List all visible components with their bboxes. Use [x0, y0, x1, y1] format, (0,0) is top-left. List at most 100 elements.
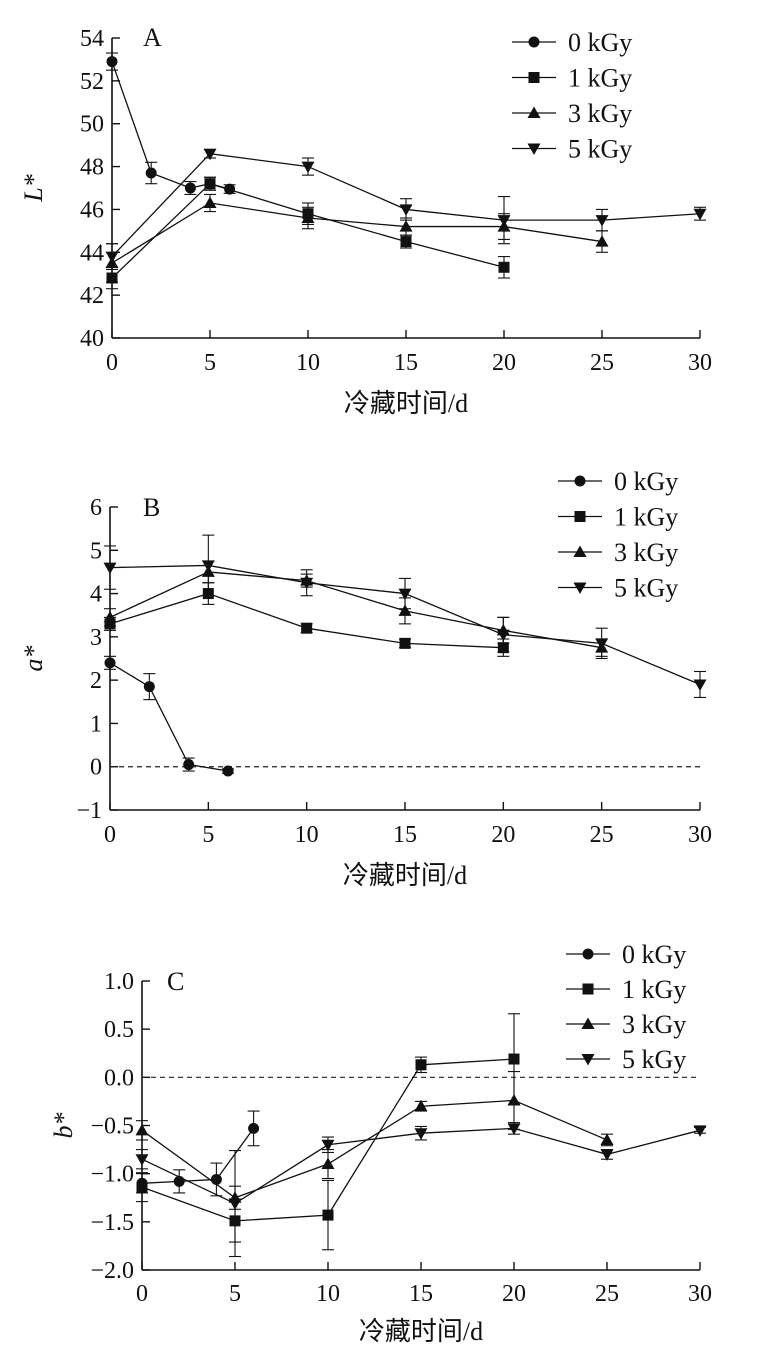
- legend-item-5-kgy: 5 kGy: [512, 135, 632, 164]
- y-tick-label: −1.5: [90, 1210, 134, 1236]
- data-point: [228, 1198, 242, 1211]
- data-point: [300, 577, 314, 590]
- data-point: [693, 679, 707, 691]
- data-point: [398, 588, 412, 601]
- legend-item-3-kgy: 3 kGy: [566, 1010, 686, 1039]
- y-tick-label: 5: [90, 538, 102, 564]
- series-line: [109, 662, 229, 772]
- legend-marker: [528, 36, 540, 48]
- data-point: [135, 1123, 149, 1136]
- data-point: [400, 236, 412, 248]
- data-point: [497, 215, 511, 227]
- x-tick-label: 30: [688, 350, 712, 376]
- series-1-kgy: [106, 176, 510, 290]
- legend-label: 5 kGy: [622, 1045, 686, 1074]
- series-line: [141, 1128, 255, 1184]
- x-tick-label: 5: [204, 350, 216, 376]
- legend-item-1-kgy: 1 kGy: [512, 64, 632, 93]
- series-line: [109, 571, 602, 649]
- series-line: [111, 61, 230, 190]
- y-tick-label: 52: [80, 69, 104, 95]
- data-point: [498, 261, 510, 273]
- y-tick-label: 42: [80, 283, 104, 309]
- y-tick-label: 2: [90, 668, 102, 694]
- series-5-kgy: [103, 534, 707, 699]
- y-tick-label: 4: [90, 582, 102, 608]
- y-tick-label: 50: [80, 112, 104, 138]
- legend-marker: [582, 983, 594, 995]
- legend-label: 3 kGy: [568, 99, 632, 128]
- legend-item-1-kgy: 1 kGy: [558, 503, 678, 532]
- data-point: [693, 1125, 707, 1137]
- legend-marker: [581, 1054, 595, 1066]
- y-tick-label: −1.0: [90, 1162, 134, 1188]
- panel-letter: C: [167, 967, 184, 996]
- chart-panel-a: 40 42 44 46 48 50 52 54 0 5 10 15 20 25 30 冷藏时间/d L* A 0 k…: [19, 23, 712, 418]
- series-line: [109, 592, 504, 649]
- x-tick-label: 10: [316, 1281, 340, 1307]
- series-5-kgy: [135, 1122, 707, 1258]
- legend-item-5-kgy: 5 kGy: [558, 574, 678, 603]
- x-axis-title: 冷藏时间/d: [344, 389, 468, 418]
- data-point: [508, 1053, 520, 1065]
- series-line: [111, 202, 603, 264]
- series-0-kgy: [136, 1110, 260, 1197]
- data-point: [248, 1122, 260, 1134]
- data-point: [399, 637, 411, 649]
- legend: 0 kGy 1 kGy 3 kGy 5 kGy: [512, 28, 632, 164]
- x-tick-label: 0: [106, 350, 118, 376]
- y-tick-label: 48: [80, 155, 104, 181]
- legend-marker: [581, 1017, 595, 1029]
- panel-letter: A: [143, 23, 162, 52]
- data-point: [136, 1181, 148, 1193]
- data-point: [600, 1133, 614, 1145]
- x-tick-label: 0: [136, 1281, 148, 1307]
- legend-label: 0 kGy: [614, 467, 678, 496]
- data-point: [203, 196, 217, 208]
- legend-label: 3 kGy: [622, 1010, 686, 1039]
- legend-marker: [573, 545, 587, 557]
- series-5-kgy: [105, 148, 707, 270]
- y-tick-label: 44: [80, 240, 104, 266]
- data-point: [145, 167, 157, 179]
- data-point: [321, 1139, 335, 1152]
- series-3-kgy: [105, 193, 609, 283]
- x-tick-label: 20: [492, 350, 516, 376]
- legend: 0 kGy 1 kGy 3 kGy 5 kGy: [558, 467, 678, 603]
- legend-label: 1 kGy: [614, 503, 678, 532]
- legend-item-0-kgy: 0 kGy: [512, 28, 632, 57]
- data-point: [204, 178, 216, 190]
- legend-marker: [582, 948, 594, 960]
- y-tick-label: 46: [80, 197, 104, 223]
- legend-item-0-kgy: 0 kGy: [566, 940, 686, 969]
- data-point: [183, 759, 195, 771]
- y-tick-label: 40: [80, 326, 104, 352]
- data-point: [600, 1149, 614, 1161]
- series-1-kgy: [136, 1013, 520, 1251]
- y-tick-label: 0.0: [104, 1065, 134, 1091]
- data-point: [595, 235, 609, 247]
- x-tick-label: 20: [502, 1281, 526, 1307]
- legend-item-0-kgy: 0 kGy: [558, 467, 678, 496]
- x-tick-label: 25: [595, 1281, 619, 1307]
- series-0-kgy: [104, 655, 234, 777]
- data-point: [301, 211, 315, 223]
- x-axis-title: 冷藏时间/d: [359, 1317, 483, 1346]
- y-tick-label: 1.0: [104, 969, 134, 995]
- data-point: [103, 610, 117, 623]
- y-tick-label: 6: [90, 495, 102, 521]
- legend-label: 5 kGy: [614, 574, 678, 603]
- data-point: [693, 208, 707, 221]
- x-tick-label: 10: [296, 350, 320, 376]
- x-tick-label: 0: [104, 822, 116, 848]
- x-tick-label: 15: [394, 350, 418, 376]
- data-point: [507, 1123, 521, 1135]
- data-point: [184, 182, 196, 194]
- data-point: [507, 1093, 521, 1106]
- y-tick-label: −1: [76, 798, 102, 824]
- legend-item-5-kgy: 5 kGy: [566, 1045, 686, 1074]
- legend-label: 0 kGy: [622, 940, 686, 969]
- data-point: [398, 604, 412, 616]
